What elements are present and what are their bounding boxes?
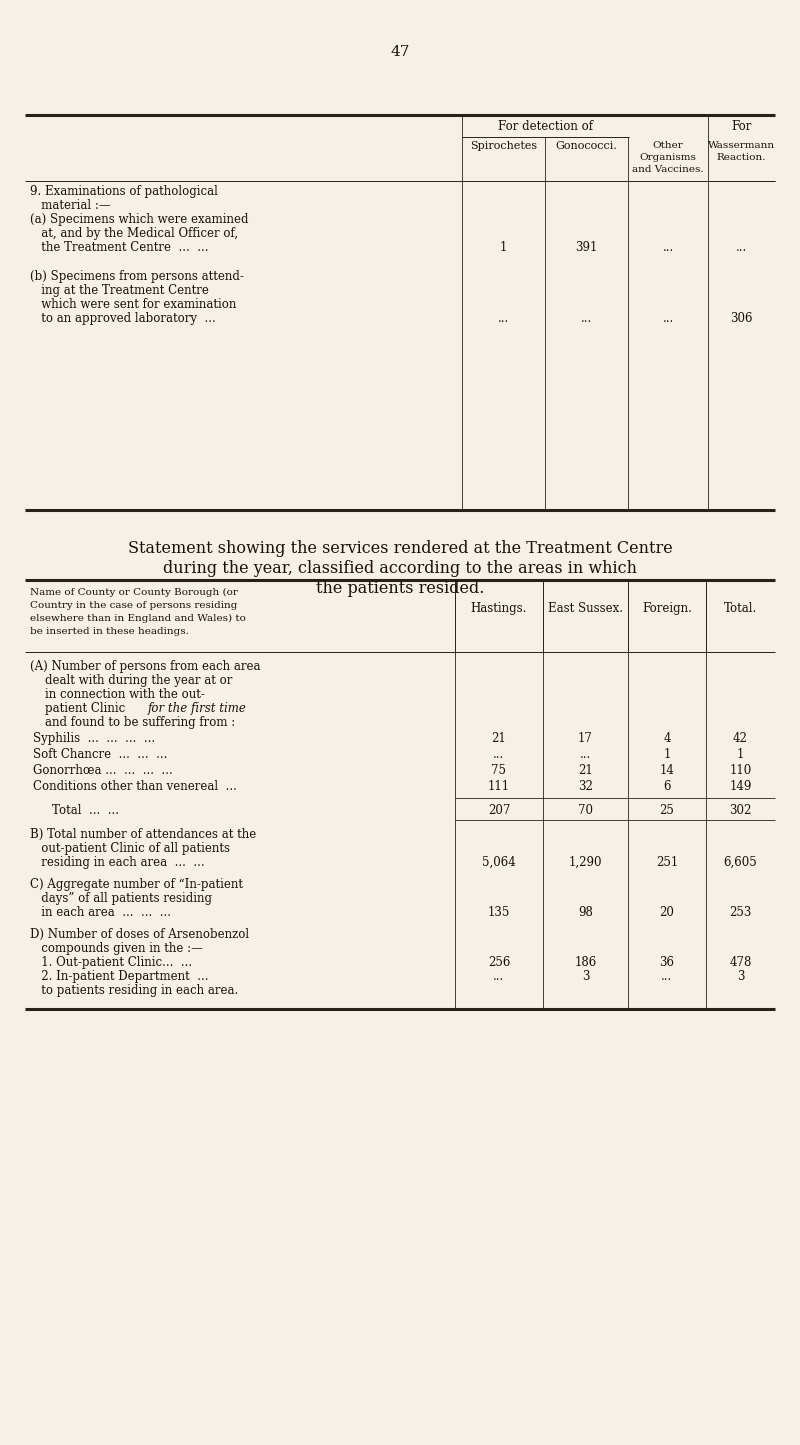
Text: For detection of: For detection of — [498, 120, 593, 133]
Text: in each area  ...  ...  ...: in each area ... ... ... — [30, 906, 171, 919]
Text: 98: 98 — [578, 906, 593, 919]
Text: ...: ... — [498, 312, 509, 325]
Text: 1. Out-patient Clinic...  ...: 1. Out-patient Clinic... ... — [30, 957, 192, 970]
Text: ...: ... — [662, 970, 673, 983]
Text: 251: 251 — [656, 855, 678, 868]
Text: Gonorrhœa ...  ...  ...  ...: Gonorrhœa ... ... ... ... — [33, 764, 173, 777]
Text: Hastings.: Hastings. — [471, 603, 527, 616]
Text: to an approved laboratory  ...: to an approved laboratory ... — [30, 312, 216, 325]
Text: in connection with the out-: in connection with the out- — [30, 688, 205, 701]
Text: Total  ...  ...: Total ... ... — [51, 803, 118, 816]
Text: 111: 111 — [488, 780, 510, 793]
Text: 256: 256 — [488, 957, 510, 970]
Text: 478: 478 — [730, 957, 752, 970]
Text: (b) Specimens from persons attend-: (b) Specimens from persons attend- — [30, 270, 244, 283]
Text: 9. Examinations of pathological: 9. Examinations of pathological — [30, 185, 218, 198]
Text: Country in the case of persons residing: Country in the case of persons residing — [30, 601, 238, 610]
Text: ...: ... — [736, 241, 747, 254]
Text: 14: 14 — [659, 764, 674, 777]
Text: 1,290: 1,290 — [569, 855, 602, 868]
Text: ...: ... — [662, 312, 674, 325]
Text: 6,605: 6,605 — [724, 855, 758, 868]
Text: Gonococci.: Gonococci. — [555, 142, 618, 150]
Text: Name of County or County Borough (or: Name of County or County Borough (or — [30, 588, 238, 597]
Text: ...: ... — [662, 241, 674, 254]
Text: 32: 32 — [578, 780, 593, 793]
Text: D) Number of doses of Arsenobenzol: D) Number of doses of Arsenobenzol — [30, 928, 249, 941]
Text: 253: 253 — [730, 906, 752, 919]
Text: compounds given in the :—: compounds given in the :— — [30, 942, 203, 955]
Text: 306: 306 — [730, 312, 753, 325]
Text: 21: 21 — [492, 733, 506, 746]
Text: be inserted in these headings.: be inserted in these headings. — [30, 627, 189, 636]
Text: 42: 42 — [733, 733, 748, 746]
Text: 75: 75 — [491, 764, 506, 777]
Text: 207: 207 — [488, 803, 510, 816]
Text: 25: 25 — [659, 803, 674, 816]
Text: days” of all patients residing: days” of all patients residing — [30, 892, 212, 905]
Text: Wassermann
Reaction.: Wassermann Reaction. — [708, 142, 775, 162]
Text: 70: 70 — [578, 803, 593, 816]
Text: Foreign.: Foreign. — [642, 603, 692, 616]
Text: 135: 135 — [488, 906, 510, 919]
Text: ...: ... — [494, 749, 505, 762]
Text: 2. In-patient Department  ...: 2. In-patient Department ... — [30, 970, 209, 983]
Text: 110: 110 — [730, 764, 752, 777]
Text: 5,064: 5,064 — [482, 855, 516, 868]
Text: out-patient Clinic of all patients: out-patient Clinic of all patients — [30, 842, 230, 855]
Text: East Sussex.: East Sussex. — [548, 603, 623, 616]
Text: ...: ... — [494, 970, 505, 983]
Text: 1: 1 — [737, 749, 744, 762]
Text: elsewhere than in England and Wales) to: elsewhere than in England and Wales) to — [30, 614, 246, 623]
Text: Syphilis  ...  ...  ...  ...: Syphilis ... ... ... ... — [33, 733, 155, 746]
Text: 4: 4 — [663, 733, 670, 746]
Text: which were sent for examination: which were sent for examination — [30, 298, 236, 311]
Text: Conditions other than venereal  ...: Conditions other than venereal ... — [33, 780, 237, 793]
Text: 6: 6 — [663, 780, 670, 793]
Text: 20: 20 — [659, 906, 674, 919]
Text: 21: 21 — [578, 764, 593, 777]
Text: 3: 3 — [737, 970, 744, 983]
Text: 186: 186 — [574, 957, 597, 970]
Text: 302: 302 — [730, 803, 752, 816]
Text: Soft Chancre  ...  ...  ...: Soft Chancre ... ... ... — [33, 749, 167, 762]
Text: for the first time: for the first time — [148, 702, 247, 715]
Text: B) Total number of attendances at the: B) Total number of attendances at the — [30, 828, 256, 841]
Text: Other
Organisms
and Vaccines.: Other Organisms and Vaccines. — [632, 142, 704, 173]
Text: the Treatment Centre  ...  ...: the Treatment Centre ... ... — [30, 241, 209, 254]
Text: ...: ... — [580, 749, 591, 762]
Text: and found to be suffering from :: and found to be suffering from : — [30, 717, 235, 728]
Text: Spirochetes: Spirochetes — [470, 142, 537, 150]
Text: 149: 149 — [730, 780, 752, 793]
Text: Total.: Total. — [724, 603, 757, 616]
Text: the patients resided.: the patients resided. — [316, 579, 484, 597]
Text: (a) Specimens which were examined: (a) Specimens which were examined — [30, 212, 249, 225]
Text: 1: 1 — [663, 749, 670, 762]
Text: ing at the Treatment Centre: ing at the Treatment Centre — [30, 285, 209, 298]
Text: (A) Number of persons from each area: (A) Number of persons from each area — [30, 660, 261, 673]
Text: 1: 1 — [500, 241, 507, 254]
Text: 47: 47 — [390, 45, 410, 59]
Text: Statement showing the services rendered at the Treatment Centre: Statement showing the services rendered … — [128, 540, 672, 556]
Text: residing in each area  ...  ...: residing in each area ... ... — [30, 855, 205, 868]
Text: patient Clinic: patient Clinic — [30, 702, 129, 715]
Text: dealt with during the year at or: dealt with during the year at or — [30, 673, 232, 686]
Text: 17: 17 — [578, 733, 593, 746]
Text: 391: 391 — [575, 241, 598, 254]
Text: For: For — [731, 120, 752, 133]
Text: C) Aggregate number of “In-patient: C) Aggregate number of “In-patient — [30, 879, 243, 892]
Text: at, and by the Medical Officer of,: at, and by the Medical Officer of, — [30, 227, 238, 240]
Text: to patients residing in each area.: to patients residing in each area. — [30, 984, 238, 997]
Text: ...: ... — [581, 312, 592, 325]
Text: 3: 3 — [582, 970, 590, 983]
Text: during the year, classified according to the areas in which: during the year, classified according to… — [163, 561, 637, 577]
Text: 36: 36 — [659, 957, 674, 970]
Text: material :—: material :— — [30, 199, 110, 212]
